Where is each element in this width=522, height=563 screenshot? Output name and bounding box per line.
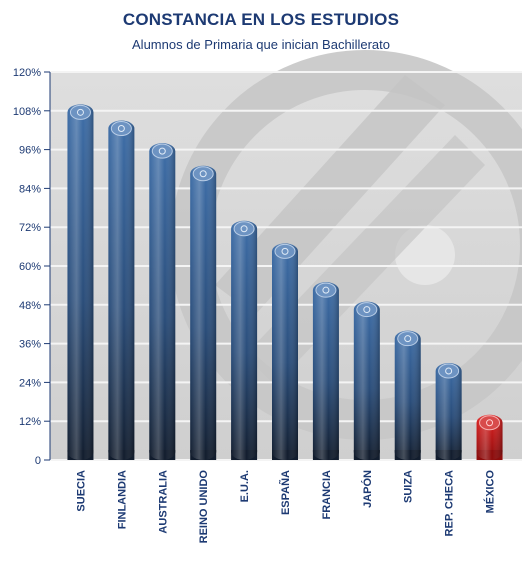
x-tick-label: E.U.A. bbox=[239, 470, 251, 502]
x-tick-label: FINLANDIA bbox=[116, 470, 128, 529]
x-tick-label: AUSTRALIA bbox=[157, 470, 169, 534]
bar-cap-icon bbox=[69, 104, 91, 120]
bar-suecia bbox=[67, 104, 94, 460]
bar-francia bbox=[312, 282, 339, 460]
bar-rep-checa bbox=[435, 363, 462, 460]
chart-title: CONSTANCIA EN LOS ESTUDIOS bbox=[122, 10, 400, 29]
y-tick-label: 108% bbox=[13, 106, 41, 118]
x-tick-label: SUECIA bbox=[75, 470, 87, 512]
x-tick-label: REINO UNIDO bbox=[198, 470, 210, 544]
y-tick-label: 72% bbox=[19, 222, 41, 234]
bar-cap-icon bbox=[315, 282, 337, 298]
bar-e-u-a- bbox=[231, 220, 258, 460]
y-axis: 0 12% 24% 36% 48% 60% 72% 84% 96% 108% 120% bbox=[13, 67, 51, 467]
y-tick-label: 60% bbox=[19, 261, 41, 273]
bar-cap-icon bbox=[274, 243, 296, 259]
bar-españa bbox=[272, 243, 298, 460]
bar-australia bbox=[149, 143, 176, 460]
y-tick-label: 0 bbox=[35, 455, 41, 467]
x-axis-labels: SUECIA FINLANDIA AUSTRALIA REINO UNIDO E.U.A… bbox=[75, 470, 496, 544]
bar-cap-icon bbox=[356, 302, 378, 318]
y-tick-label: 96% bbox=[19, 145, 41, 157]
y-tick-label: 84% bbox=[19, 183, 41, 195]
y-tick-label: 36% bbox=[19, 339, 41, 351]
y-tick-label: 48% bbox=[19, 300, 41, 312]
bar-cap-icon bbox=[110, 121, 132, 136]
chart-subtitle: Alumnos de Primaria que inician Bachille… bbox=[132, 37, 390, 52]
bar-cap-icon bbox=[192, 166, 214, 182]
bar-suiza bbox=[394, 330, 421, 460]
bar-méxico bbox=[476, 414, 503, 460]
bar-cap-icon bbox=[479, 415, 501, 431]
y-tick-label: 120% bbox=[13, 67, 41, 79]
bars bbox=[67, 104, 503, 460]
x-tick-label: REP. CHECA bbox=[444, 470, 456, 536]
x-tick-label: JAPÓN bbox=[361, 470, 374, 508]
bar-cap-icon bbox=[151, 143, 173, 159]
x-tick-label: SUIZA bbox=[403, 470, 415, 503]
bar-finlandia bbox=[108, 120, 135, 460]
bar-cap-icon bbox=[397, 331, 419, 347]
bar-japón bbox=[353, 301, 380, 460]
bar-cap-icon bbox=[233, 221, 255, 237]
x-tick-label: MÉXICO bbox=[484, 470, 497, 514]
y-tick-label: 12% bbox=[19, 416, 41, 428]
x-tick-label: FRANCIA bbox=[321, 470, 333, 520]
y-tick-label: 24% bbox=[19, 377, 41, 389]
bar-reino-unido bbox=[190, 165, 217, 460]
bar-cap-icon bbox=[438, 363, 460, 379]
x-tick-label: ESPAÑA bbox=[279, 470, 292, 515]
